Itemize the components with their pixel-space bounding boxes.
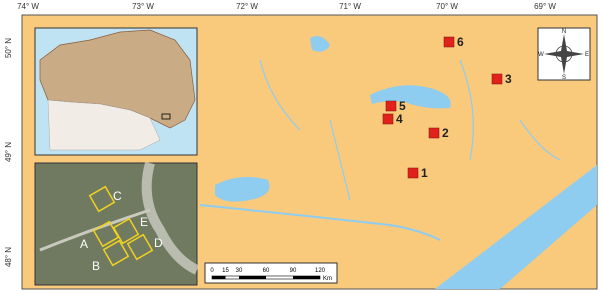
lon-label: 74° W — [17, 2, 39, 11]
scale-tick: 120 — [315, 268, 326, 274]
lake — [370, 85, 451, 109]
lake — [310, 36, 330, 52]
site-marker — [382, 113, 394, 125]
river — [435, 165, 597, 289]
lon-label: 70° W — [436, 2, 458, 11]
sites — [382, 36, 503, 179]
site-label: 6 — [457, 35, 464, 49]
lon-label: 73° W — [132, 2, 154, 11]
inset-label: A — [80, 237, 88, 251]
site-marker — [407, 167, 419, 179]
lon-label: 69° W — [534, 2, 556, 11]
site-marker — [443, 36, 455, 48]
site-label: 2 — [442, 126, 449, 140]
scale-tick: 15 — [222, 268, 229, 274]
inset-label: C — [113, 189, 122, 203]
site-label: 3 — [505, 72, 512, 86]
compass-label: N — [562, 29, 566, 35]
site-marker — [491, 73, 503, 85]
site-label: 1 — [421, 166, 428, 180]
compass-label: E — [585, 52, 589, 58]
scale-tick: 90 — [290, 268, 297, 274]
lon-label: 72° W — [236, 2, 258, 11]
inset-label: D — [154, 236, 163, 250]
site-marker — [428, 127, 440, 139]
stream — [259, 59, 561, 201]
scale-tick: 30 — [236, 268, 243, 274]
scale-tick: 60 — [263, 268, 270, 274]
river — [199, 204, 441, 241]
satellite-inset — [34, 161, 200, 286]
lat-label: 50° N — [4, 38, 13, 58]
lake — [215, 176, 270, 202]
site-label: 4 — [396, 112, 403, 126]
scale-tick: 0 — [210, 268, 214, 274]
lat-label: 48° N — [4, 247, 13, 267]
lat-label: 49° N — [4, 142, 13, 162]
compass-label: W — [538, 52, 544, 58]
site-marker — [385, 100, 397, 112]
lon-label: 71° W — [339, 2, 361, 11]
site-label: 5 — [399, 99, 406, 113]
scale-bar — [204, 262, 338, 284]
canada-inset — [34, 27, 198, 156]
compass — [537, 27, 591, 81]
inset-label: E — [140, 215, 148, 229]
inset-label: B — [92, 259, 100, 273]
compass-label: S — [562, 75, 566, 81]
scale-unit: Km — [323, 276, 332, 282]
